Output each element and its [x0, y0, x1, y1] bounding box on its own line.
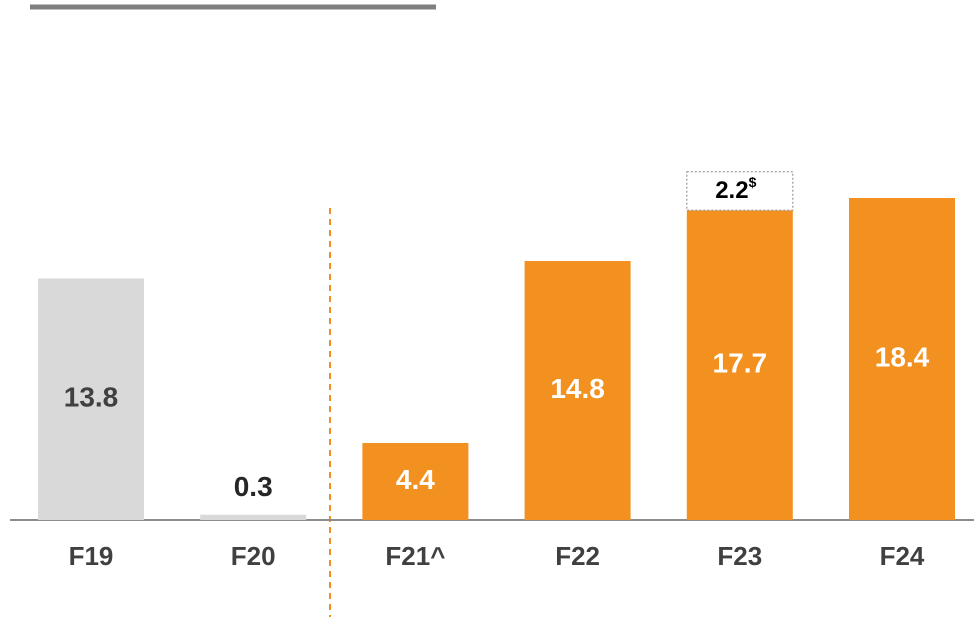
value-label: 0.3 — [234, 471, 273, 502]
bar — [686, 210, 793, 520]
value-label: 18.4 — [875, 341, 930, 372]
stacked-segment — [686, 171, 794, 211]
x-tick-label: F19 — [69, 541, 114, 571]
x-tick-label: F20 — [231, 541, 276, 571]
segment-label: 2.2$ — [715, 174, 756, 205]
bar — [362, 443, 469, 520]
value-label: 4.4 — [396, 464, 435, 495]
x-tick-label: F21^ — [385, 541, 445, 571]
segment-value: 2.2 — [715, 177, 748, 204]
bar — [38, 278, 144, 520]
value-label: 17.7 — [713, 348, 768, 379]
x-tick-label: F22 — [555, 541, 600, 571]
x-tick-label: F24 — [880, 541, 925, 571]
value-label: 13.8 — [64, 382, 119, 413]
bar — [849, 198, 955, 520]
segment-note-marker: $ — [749, 174, 757, 190]
bar — [200, 514, 307, 520]
x-tick-label: F23 — [717, 541, 762, 571]
bar — [524, 261, 631, 520]
value-label: 14.8 — [550, 373, 605, 404]
